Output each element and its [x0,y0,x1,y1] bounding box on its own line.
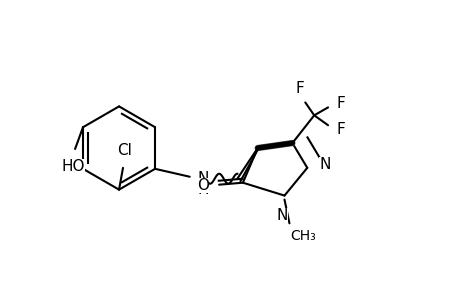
Text: F: F [295,80,304,95]
Text: N: N [197,171,208,186]
Text: Cl: Cl [118,143,132,158]
Text: HO: HO [61,159,84,174]
Text: CH₃: CH₃ [290,229,315,243]
Text: F: F [335,96,344,111]
Text: N: N [319,158,330,172]
Text: O: O [197,178,209,193]
Text: H: H [197,182,209,197]
Text: N: N [276,208,288,224]
Text: F: F [335,122,344,137]
